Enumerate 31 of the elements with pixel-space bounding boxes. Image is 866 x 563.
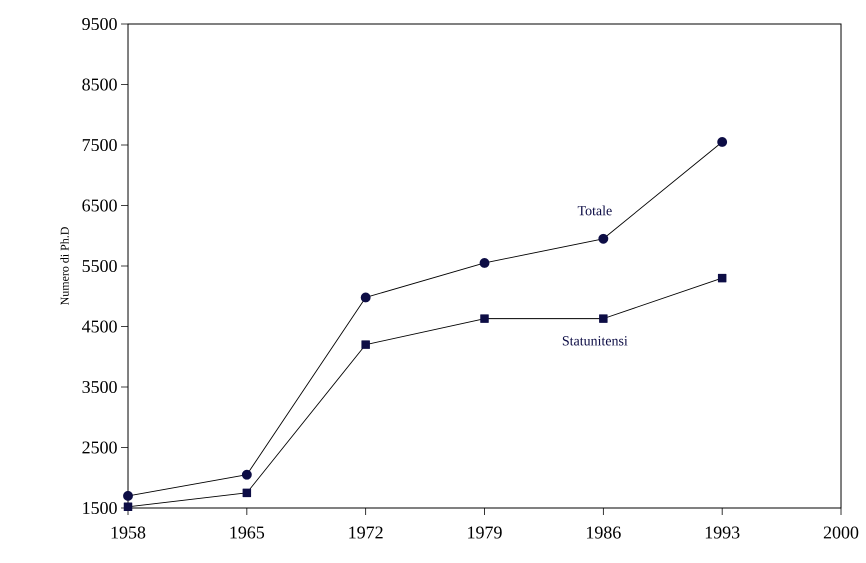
point <box>717 137 728 147</box>
point <box>718 274 726 282</box>
point <box>480 314 489 323</box>
point <box>361 340 370 349</box>
x-tick-label: 2000 <box>824 526 858 539</box>
x-tick-label: 1965 <box>230 526 264 539</box>
x-tick-label: 1979 <box>468 526 502 539</box>
point <box>123 490 133 501</box>
y-tick-label: 2500 <box>82 441 117 454</box>
point <box>480 258 490 268</box>
y-tick-label: 7500 <box>82 138 117 152</box>
x-tick-label: 1958 <box>112 526 146 539</box>
point <box>598 234 608 244</box>
y-tick-label: 8500 <box>82 78 117 91</box>
y-axis-title: Numero di Ph.D <box>60 227 69 305</box>
point <box>124 502 132 512</box>
y-tick-label: 9500 <box>82 18 117 30</box>
series-label: Statunitensi <box>562 336 628 346</box>
series-label: Totale <box>578 206 612 216</box>
y-tick-label: 3500 <box>82 380 117 394</box>
point <box>360 292 371 302</box>
point <box>242 488 252 498</box>
y-tick-label: 5500 <box>82 260 117 272</box>
y-tick-label: 1500 <box>83 502 117 514</box>
x-tick-label: 1993 <box>706 526 740 539</box>
y-tick-label: 6500 <box>82 199 117 212</box>
point <box>242 470 252 480</box>
x-tick-label: 1986 <box>586 526 621 539</box>
x-tick-label: 1972 <box>349 526 383 539</box>
y-tick-label: 4500 <box>82 320 117 333</box>
point <box>599 314 608 323</box>
